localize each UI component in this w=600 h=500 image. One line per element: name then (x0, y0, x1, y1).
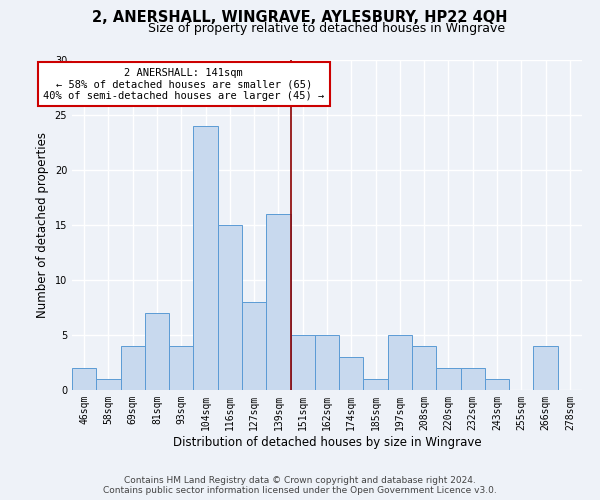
Bar (145, 313, 169, 390)
Bar (315, 335, 339, 390)
Bar (533, 346, 558, 390)
Bar (218, 225, 242, 390)
Title: Size of property relative to detached houses in Wingrave: Size of property relative to detached ho… (148, 22, 506, 35)
Text: Contains HM Land Registry data © Crown copyright and database right 2024.
Contai: Contains HM Land Registry data © Crown c… (103, 476, 497, 495)
Text: 2, ANERSHALL, WINGRAVE, AYLESBURY, HP22 4QH: 2, ANERSHALL, WINGRAVE, AYLESBURY, HP22 … (92, 10, 508, 25)
Bar (290, 335, 315, 390)
Bar (485, 379, 509, 390)
Bar (242, 302, 266, 390)
Bar (436, 368, 461, 390)
Y-axis label: Number of detached properties: Number of detached properties (36, 132, 49, 318)
Bar (461, 368, 485, 390)
Bar (72, 368, 96, 390)
Bar (193, 126, 218, 390)
Bar (388, 335, 412, 390)
Bar (121, 346, 145, 390)
Text: 2 ANERSHALL: 141sqm
← 58% of detached houses are smaller (65)
40% of semi-detach: 2 ANERSHALL: 141sqm ← 58% of detached ho… (43, 68, 325, 101)
Bar (169, 346, 193, 390)
Bar (96, 379, 121, 390)
X-axis label: Distribution of detached houses by size in Wingrave: Distribution of detached houses by size … (173, 436, 481, 448)
Bar (412, 346, 436, 390)
Bar (364, 379, 388, 390)
Bar (266, 214, 290, 390)
Bar (339, 357, 364, 390)
